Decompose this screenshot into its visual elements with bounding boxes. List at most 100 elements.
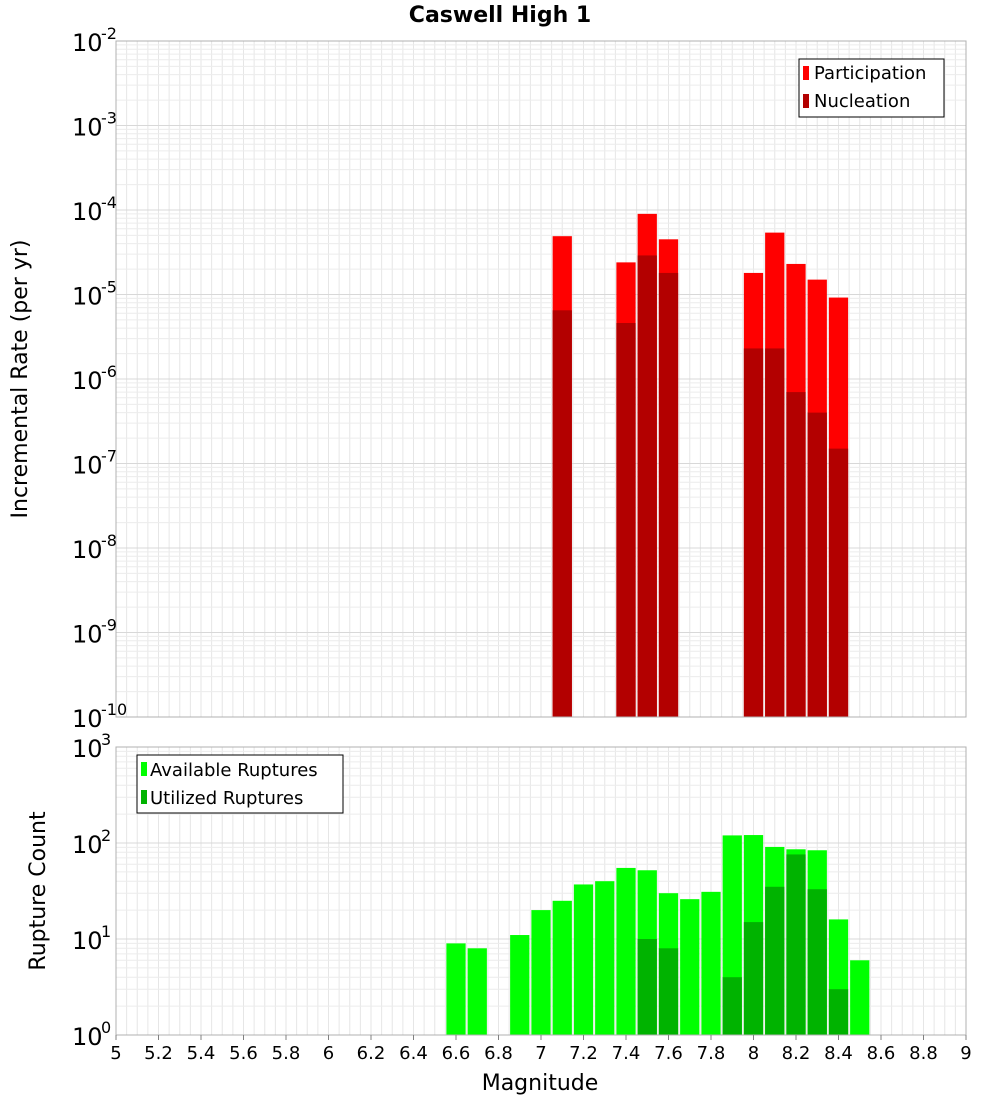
- top-ytick-exponent: -3: [101, 109, 117, 128]
- x-tick-label: 7: [535, 1043, 546, 1064]
- x-tick-label: 8.6: [867, 1043, 896, 1064]
- x-tick-label: 6.6: [442, 1043, 471, 1064]
- x-tick-label: 5: [110, 1043, 121, 1064]
- top-ytick-exponent: -4: [101, 193, 117, 212]
- bottom-bar-a: [573, 884, 594, 1035]
- bottom-bar-b: [637, 939, 657, 1035]
- top-bar-b: [765, 348, 785, 717]
- x-tick-label: 8: [748, 1043, 759, 1064]
- x-tick-label: 7.6: [654, 1043, 683, 1064]
- bottom-ytick-label: 10: [72, 831, 103, 859]
- bottom-bar-a: [595, 881, 615, 1035]
- chart-title: Caswell High 1: [409, 3, 591, 28]
- x-tick-label: 5.6: [229, 1043, 258, 1064]
- bottom-bar-a: [701, 891, 721, 1035]
- bottom-bar-a: [531, 910, 551, 1035]
- top-grid: [115, 41, 967, 718]
- bottom-ytick-exponent: 1: [101, 922, 111, 941]
- top-bars: [552, 213, 849, 718]
- bottom-legend-box: [136, 754, 344, 814]
- x-tick-label: 5.8: [272, 1043, 301, 1064]
- legend-swatch-utilized: [141, 790, 147, 804]
- top-legend-box: [798, 58, 945, 118]
- top-ytick-label: 10: [72, 198, 103, 226]
- top-ytick-label: 10: [72, 283, 103, 311]
- x-axis-label: Magnitude: [482, 1071, 599, 1096]
- top-bar-b: [637, 255, 657, 717]
- x-tick-label: 6.2: [357, 1043, 386, 1064]
- bottom-bar-b: [807, 889, 827, 1035]
- top-bar-b: [828, 448, 849, 717]
- top-ytick-label: 10: [72, 29, 103, 57]
- bottom-bar-b: [828, 989, 849, 1035]
- bottom-bar-b: [786, 854, 806, 1035]
- bottom-ytick-label: 10: [72, 735, 103, 763]
- bottom-bar-b: [658, 948, 679, 1035]
- bottom-bar-a: [446, 943, 466, 1035]
- bottom-ytick-label: 10: [72, 1023, 103, 1051]
- legend-label-nucleation: Nucleation: [814, 91, 910, 112]
- x-tick-label: 8.8: [909, 1043, 938, 1064]
- top-ytick-exponent: -2: [101, 24, 117, 43]
- top-bar-b: [786, 392, 806, 717]
- top-ytick-exponent: -8: [101, 531, 117, 550]
- top-ytick-exponent: -5: [101, 278, 117, 297]
- x-tick-label: 6: [323, 1043, 334, 1064]
- bottom-ytick-exponent: 2: [101, 826, 111, 845]
- top-ytick-exponent: -6: [101, 362, 117, 381]
- bottom-ytick-exponent: 3: [101, 730, 111, 749]
- bottom-bar-a: [467, 948, 487, 1035]
- bottom-bar-a: [850, 960, 870, 1035]
- top-plot-frame: [115, 40, 967, 718]
- top-bar-b: [658, 272, 679, 717]
- top-bar-b: [743, 348, 764, 717]
- legend-label-utilized: Utilized Ruptures: [150, 788, 303, 809]
- x-tick-label: 7.8: [697, 1043, 726, 1064]
- bottom-bar-b: [743, 922, 764, 1035]
- bottom-bar-a: [680, 899, 700, 1035]
- x-tick-label: 9: [960, 1043, 971, 1064]
- top-bar-b: [807, 412, 827, 717]
- legend-swatch-available: [141, 762, 147, 776]
- legend-label-available: Available Ruptures: [150, 760, 318, 781]
- x-tick-label: 7.2: [569, 1043, 598, 1064]
- x-tick-label: 8.4: [824, 1043, 853, 1064]
- top-ytick-label: 10: [72, 536, 103, 564]
- x-tick-label: 5.2: [144, 1043, 173, 1064]
- bottom-bars: [446, 835, 870, 1035]
- x-tick-label: 6.4: [399, 1043, 428, 1064]
- bottom-ytick-exponent: 0: [101, 1018, 111, 1037]
- legend-label-participation: Participation: [814, 63, 926, 84]
- x-tick-label: 7.4: [612, 1043, 641, 1064]
- bottom-bar-a: [616, 867, 636, 1035]
- x-tick-label: 5.4: [187, 1043, 216, 1064]
- top-ytick-label: 10: [72, 114, 103, 142]
- top-legend: Participation Nucleation: [798, 58, 945, 118]
- bottom-bar-b: [722, 977, 742, 1035]
- top-ytick-label: 10: [72, 452, 103, 480]
- bottom-bar-a: [510, 935, 530, 1035]
- top-ytick-exponent: -7: [101, 447, 117, 466]
- bottom-ytick-label: 10: [72, 927, 103, 955]
- bottom-bar-b: [765, 886, 785, 1035]
- x-tick-label: 8.2: [782, 1043, 811, 1064]
- top-ytick-label: 10: [72, 705, 103, 733]
- top-ytick-label: 10: [72, 621, 103, 649]
- bottom-bar-a: [552, 900, 572, 1035]
- top-ytick-exponent: -10: [101, 700, 127, 719]
- top-bar-b: [552, 310, 572, 717]
- top-ytick-exponent: -9: [101, 616, 117, 635]
- x-ticks: 5 5.2 5.4 5.6 5.8 6 6.2 6.4 6.6 6.8 7 7.2 7.4 7.6 7.8 8…: [110, 1035, 972, 1064]
- x-tick-label: 6.8: [484, 1043, 513, 1064]
- legend-swatch-participation: [803, 66, 809, 80]
- bottom-legend: Available Ruptures Utilized Ruptures: [136, 754, 344, 814]
- top-ytick-label: 10: [72, 367, 103, 395]
- bottom-y-axis-label: Rupture Count: [26, 811, 51, 971]
- top-bar-b: [616, 322, 636, 717]
- top-y-axis-label: Incremental Rate (per yr): [8, 240, 33, 519]
